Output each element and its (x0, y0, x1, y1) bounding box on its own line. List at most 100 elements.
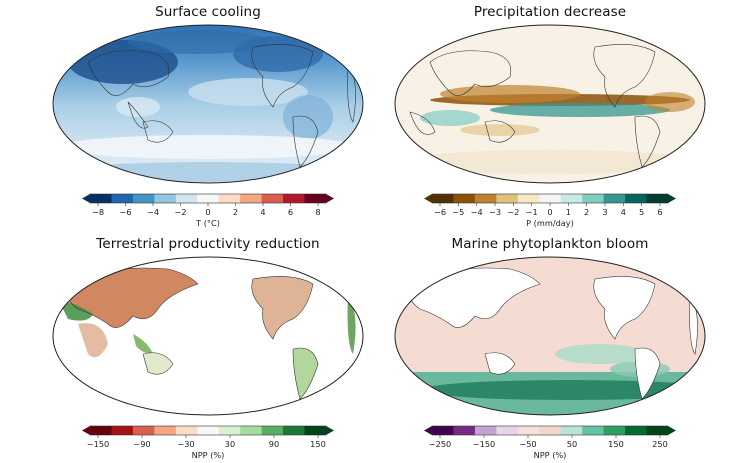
colorbar-tick-label: 150 (310, 439, 326, 449)
colorbar-cell (474, 426, 497, 435)
colorbar-tick-label: 150 (608, 439, 624, 449)
colorbar-label: T (°C) (195, 218, 220, 228)
colorbar-cell (197, 426, 220, 435)
colorbar-extend-low (82, 426, 90, 435)
colorbar-label: P (mm/day) (526, 218, 574, 228)
colorbar-cell (603, 426, 626, 435)
colorbar-tick-label: 4 (260, 207, 265, 217)
colorbar-tick-label: −4 (471, 207, 483, 217)
colorbar-cell (517, 194, 540, 203)
colorbar-tick-label: −2 (174, 207, 186, 217)
colorbar-cell (432, 194, 454, 203)
colorbar-border (89, 425, 327, 436)
panel-title: Surface cooling (155, 4, 261, 20)
colorbar-precip: −6 −5 −4 −3 −2 −1 0 1 2 3 4 5 6 P (mm/day) (424, 193, 676, 228)
panel-terrestrial-productivity: Terrestrial productivity reduction −150−… (38, 232, 378, 460)
colorbar-cell (132, 426, 155, 435)
colorbar-tick-label: −6 (434, 207, 446, 217)
colorbar-tick-label: 8 (315, 207, 320, 217)
colorbar-cell (560, 426, 583, 435)
colorbar-extend-high (668, 426, 676, 435)
colorbar-cell (474, 194, 497, 203)
colorbar-tick-label: 4 (621, 207, 626, 217)
panel-marine-phytoplankton: Marine phytoplankton bloom −250 −150 −50 50… (380, 232, 720, 460)
colorbar-cell (539, 426, 562, 435)
colorbar-extend-low (424, 194, 432, 203)
colorbar-cell (646, 426, 669, 435)
colorbar-cell (111, 426, 134, 435)
panel-title: Marine phytoplankton bloom (451, 236, 649, 252)
colorbar-cell (111, 194, 134, 203)
colorbar-cell (154, 194, 177, 203)
colorbar-tick-label: −5 (452, 207, 464, 217)
colorbar-tick-label: −8 (92, 207, 104, 217)
colorbar-cell (646, 194, 669, 203)
colorbar-tick-label: 0 (547, 207, 552, 217)
colorbar-cell (625, 194, 648, 203)
colorbar-cell (625, 426, 648, 435)
colorbar-tick-label: −30 (177, 439, 194, 449)
colorbar-cells (424, 425, 676, 436)
colorbar-tick-label: −2 (507, 207, 519, 217)
panel-title: Terrestrial productivity reduction (96, 236, 320, 252)
colorbar-ticks: −6 −5 −4 −3 −2 −1 0 1 2 3 4 5 6 (434, 203, 663, 217)
colorbar-cell (453, 426, 476, 435)
panel-title: Precipitation decrease (473, 4, 627, 20)
panel-precipitation-decrease: Precipitation decrease −6 −5 −4 −3 −2 −1 0 1 2 3 4… (380, 0, 720, 228)
colorbar-cells (82, 425, 334, 436)
colorbar-tick-label: −50 (519, 439, 536, 449)
colorbar-ticks: −250 −150 −50 50 150 250 (429, 435, 668, 449)
colorbar-cell (496, 426, 519, 435)
colorbar-cell (560, 194, 583, 203)
colorbar-cell (154, 426, 177, 435)
colorbar-cell (218, 426, 241, 435)
colorbar-cell (453, 194, 476, 203)
colorbar-tick-label: 50 (567, 439, 577, 449)
colorbar-cell (90, 426, 112, 435)
colorbar-cell (496, 194, 519, 203)
colorbar-cell (582, 426, 605, 435)
colorbar-cell (132, 194, 155, 203)
colorbar-ticks: −150 −90 −30 30 90 150 (87, 435, 326, 449)
colorbar-extend-high (326, 426, 334, 435)
map-precipitation (394, 24, 706, 184)
colorbar-cell (240, 426, 263, 435)
colorbar-tick-label: 3 (602, 207, 607, 217)
colorbar-tick-label: 1 (566, 207, 571, 217)
colorbar-marine: −250 −150 −50 50 150 250 NPP (%) (424, 425, 676, 460)
colorbar-label: NPP (%) (534, 450, 567, 460)
colorbar-tick-label: 5 (639, 207, 644, 217)
colorbar-tick-label: 2 (233, 207, 238, 217)
colorbar-tick-label: −150 (473, 439, 496, 449)
colorbar-extend-high (668, 194, 676, 203)
colorbar-label: NPP (%) (192, 450, 225, 460)
colorbar-tick-label: 0 (205, 207, 210, 217)
colorbar-tick-label: 6 (657, 207, 662, 217)
colorbar-cell (175, 194, 198, 203)
colorbar-cell (603, 194, 626, 203)
colorbar-cell (261, 426, 284, 435)
colorbar-cell (432, 426, 454, 435)
colorbar-cell (283, 426, 306, 435)
colorbar-tick-label: −6 (119, 207, 131, 217)
colorbar-tick-label: 6 (288, 207, 293, 217)
colorbar-cell (304, 194, 327, 203)
colorbar-tick-label: 90 (269, 439, 279, 449)
colorbar-tick-label: −4 (147, 207, 159, 217)
colorbar-cell (283, 194, 306, 203)
colorbar-tick-label: 250 (652, 439, 668, 449)
colorbar-border (431, 425, 669, 436)
colorbar-cell (539, 194, 562, 203)
colorbar-tick-label: −150 (87, 439, 110, 449)
colorbar-tick-label: −1 (526, 207, 538, 217)
map-surface-cooling (52, 24, 364, 184)
colorbar-tick-label: 30 (225, 439, 235, 449)
colorbar-tick-label: −250 (429, 439, 452, 449)
colorbar-terrestrial: −150 −90 −30 30 90 150 NPP (%) (82, 425, 334, 460)
colorbar-cells (424, 193, 676, 204)
colorbar-tick-label: −90 (133, 439, 150, 449)
colorbar-extend-low (82, 194, 90, 203)
colorbar-cell (582, 194, 605, 203)
colorbar-tick-label: 2 (584, 207, 589, 217)
colorbar-extend-low (424, 426, 432, 435)
